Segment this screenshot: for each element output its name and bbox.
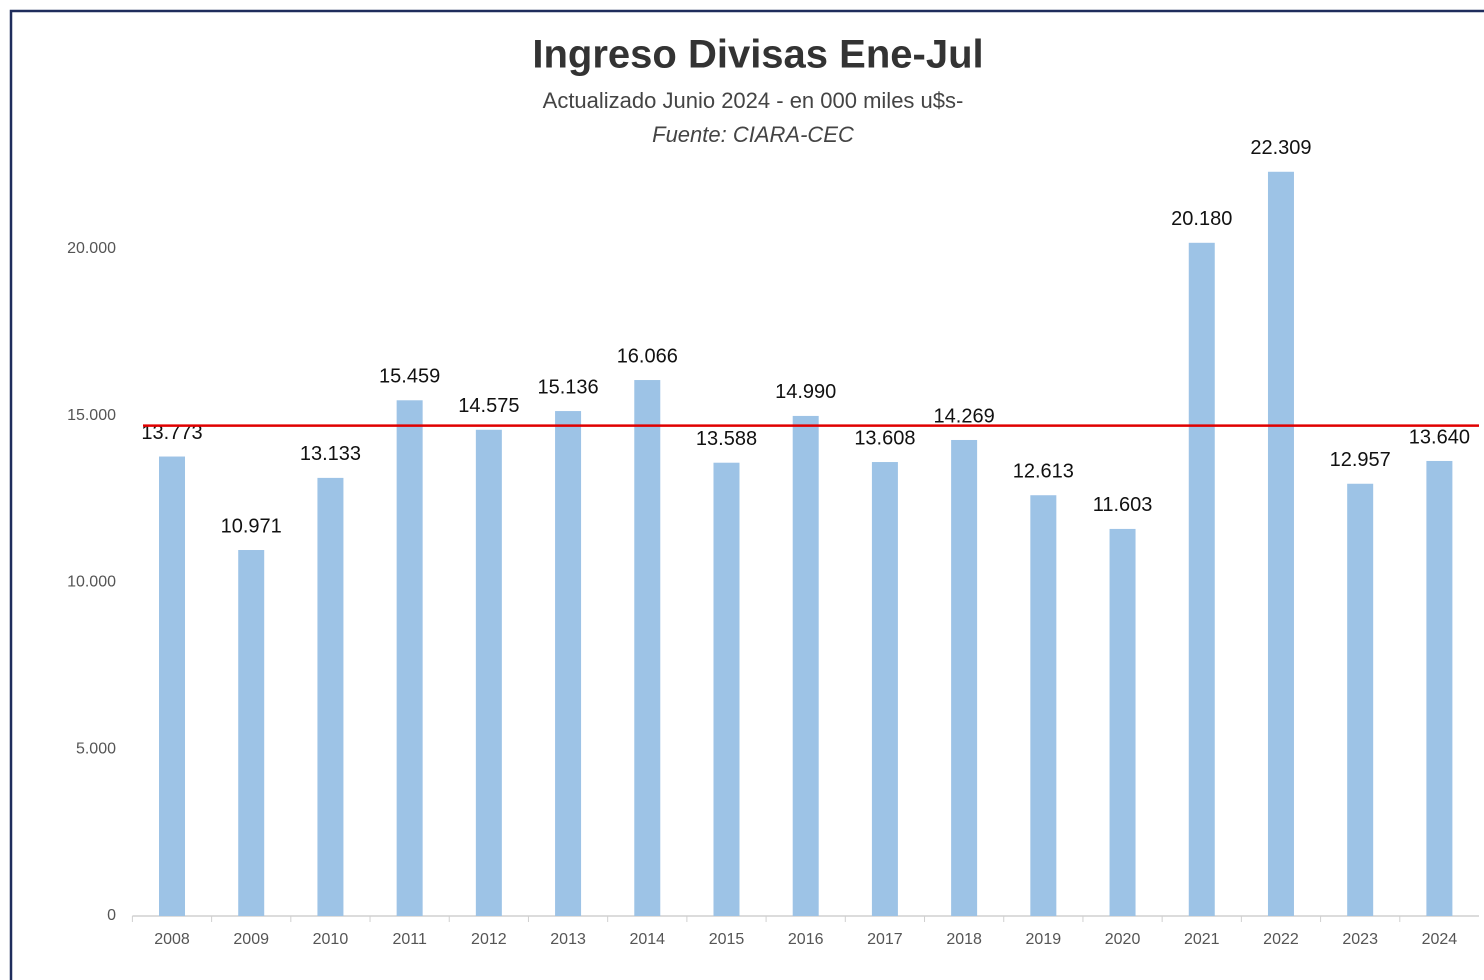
x-tick-label: 2024	[1422, 931, 1458, 948]
bar	[317, 477, 344, 916]
value-label: 13.640	[1409, 426, 1470, 448]
value-label: 14.269	[934, 405, 995, 427]
bar	[1267, 171, 1294, 917]
x-tick-label: 2020	[1105, 931, 1141, 948]
y-tick-label: 10.000	[67, 574, 116, 591]
x-tick-label: 2015	[709, 931, 745, 948]
bar	[1426, 460, 1453, 916]
bar	[792, 415, 819, 916]
bar	[713, 462, 740, 916]
value-label: 15.136	[537, 376, 598, 398]
chart-subtitle: Actualizado Junio 2024 - en 000 miles u$…	[543, 88, 964, 113]
frame	[9, 9, 1484, 980]
bar	[396, 400, 423, 917]
value-label: 13.608	[854, 427, 915, 449]
x-tick-label: 2013	[550, 931, 586, 948]
y-tick-label: 5.000	[76, 740, 116, 757]
x-tick-label: 2023	[1342, 931, 1378, 948]
x-tick-label: 2016	[788, 931, 824, 948]
y-tick-label: 15.000	[67, 407, 116, 424]
value-label: 14.990	[775, 381, 836, 403]
chart-source: Fuente: CIARA-CEC	[652, 122, 854, 147]
bar	[871, 462, 898, 916]
value-label: 12.613	[1013, 461, 1074, 483]
x-tick-label: 2010	[313, 931, 349, 948]
y-tick-label: 0	[107, 907, 116, 924]
x-tick-label: 2022	[1263, 931, 1299, 948]
x-tick-label: 2017	[867, 931, 903, 948]
x-tick-label: 2011	[392, 931, 427, 948]
x-tick-label: 2008	[154, 931, 190, 948]
x-tick-label: 2009	[233, 931, 269, 948]
bar	[1188, 242, 1215, 917]
value-label: 13.133	[300, 443, 361, 465]
x-tick-label: 2021	[1184, 931, 1220, 948]
value-label: 16.066	[617, 345, 678, 367]
value-label: 20.180	[1171, 208, 1232, 230]
value-label: 11.603	[1093, 494, 1153, 516]
value-label: 12.957	[1330, 449, 1391, 471]
bar	[951, 439, 978, 916]
bar	[159, 456, 186, 916]
bar	[238, 550, 265, 916]
bar	[1030, 495, 1057, 916]
chart-title: Ingreso Divisas Ene-Jul	[532, 33, 983, 77]
bar	[1347, 483, 1374, 916]
bar	[475, 429, 502, 916]
x-tick-label: 2019	[1026, 931, 1062, 948]
bar	[1109, 528, 1136, 916]
value-label: 13.773	[141, 422, 202, 444]
x-tick-label: 2012	[471, 931, 507, 948]
value-label: 14.575	[458, 395, 519, 417]
value-label: 15.459	[379, 366, 440, 388]
value-label: 13.588	[696, 428, 757, 450]
x-tick-label: 2014	[629, 931, 665, 948]
value-label: 10.971	[221, 515, 282, 537]
bar	[634, 380, 661, 917]
y-tick-label: 20.000	[67, 240, 116, 257]
bar	[555, 411, 582, 916]
value-label: 22.309	[1250, 137, 1311, 159]
x-tick-label: 2018	[946, 931, 982, 948]
